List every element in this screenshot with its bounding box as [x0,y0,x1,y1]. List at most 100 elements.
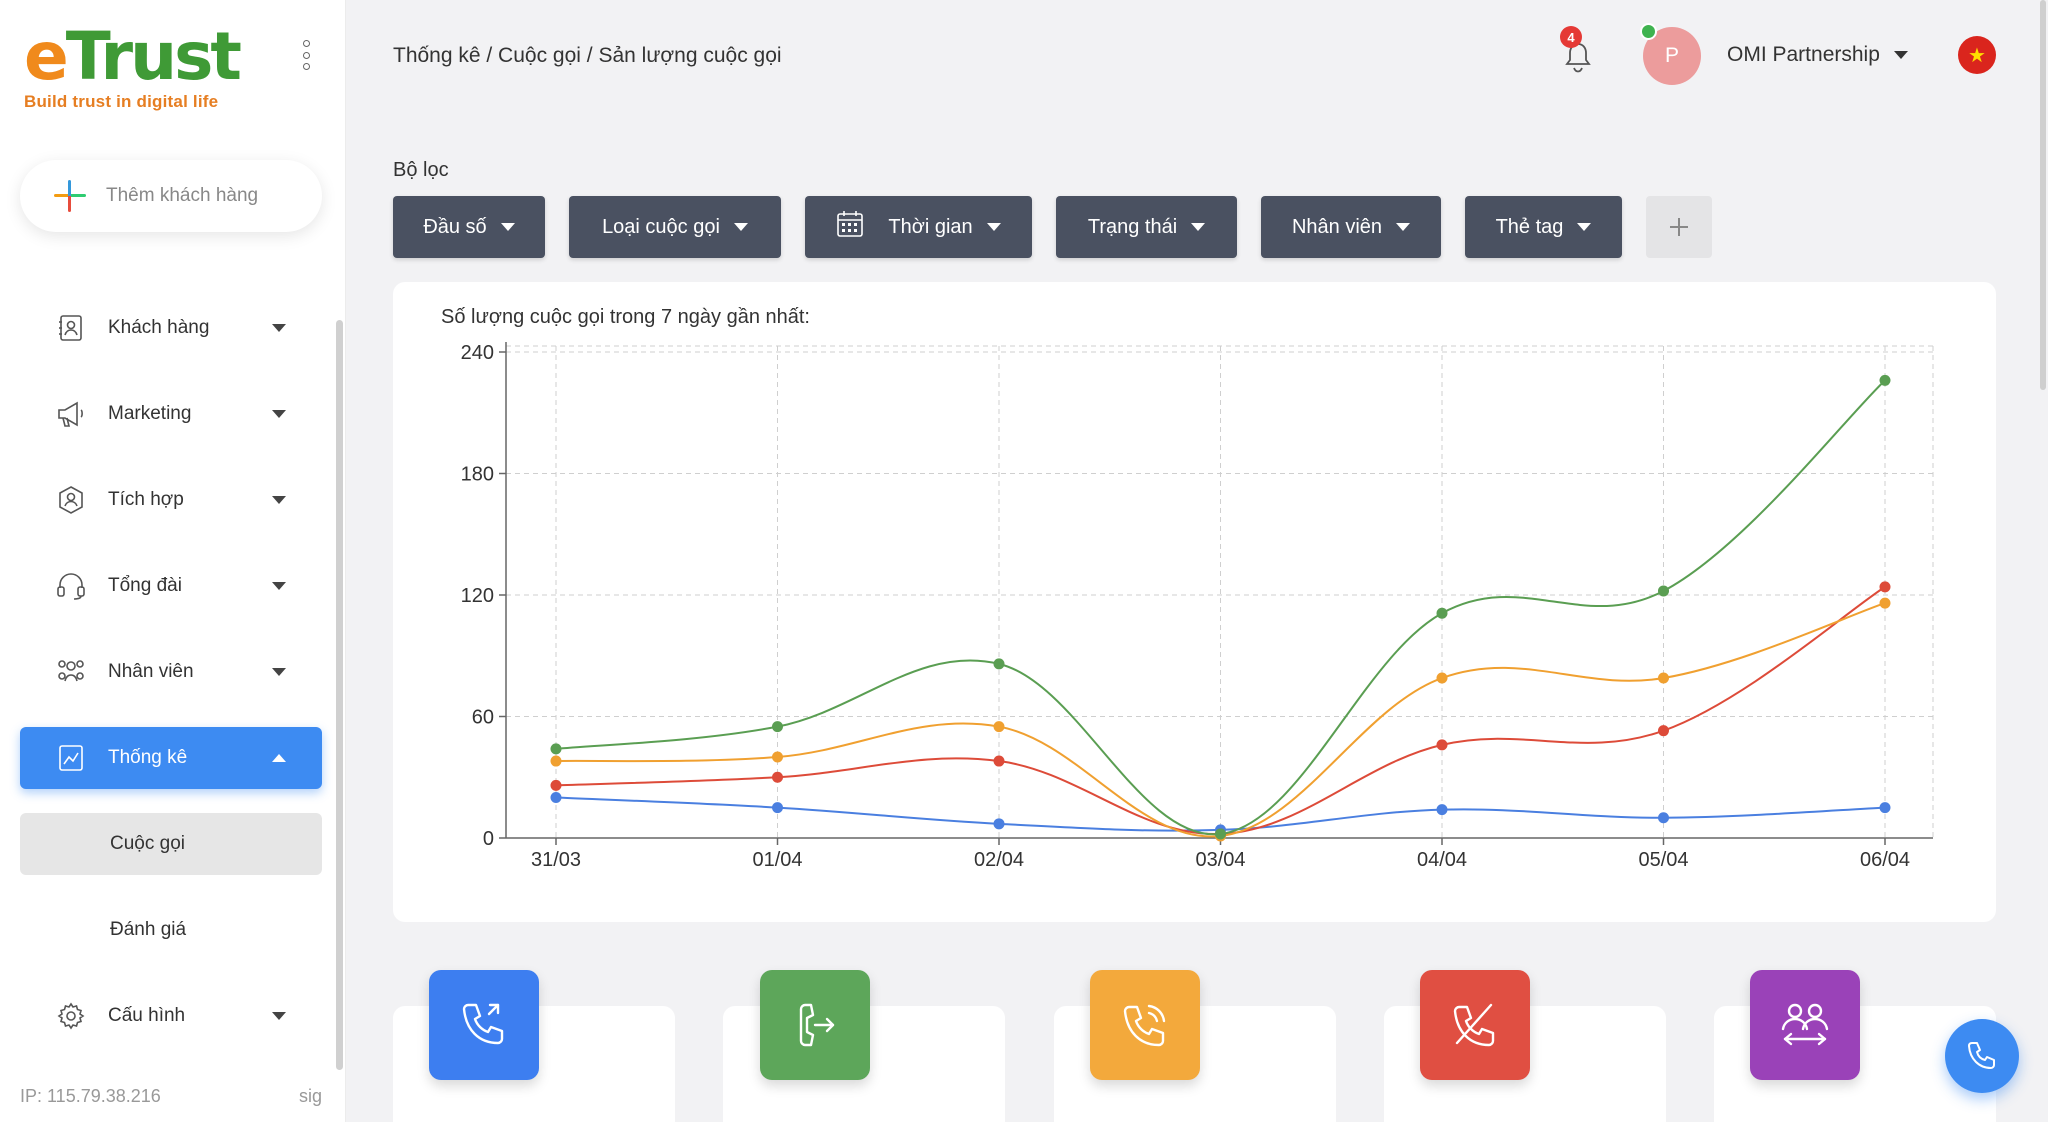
phone-icon [1968,1042,1995,1069]
page-scrollbar[interactable] [2040,0,2046,390]
add-customer-button[interactable]: Thêm khách hàng [20,160,322,232]
data-point [1879,374,1891,386]
data-point [1436,739,1448,751]
filter-time-button[interactable]: Thời gian [805,196,1032,258]
chevron-down-icon [986,223,1001,231]
team-icon [54,655,88,689]
data-point [550,743,562,755]
filter-call-type-button[interactable]: Loại cuộc gọi [569,196,781,258]
notification-badge: 4 [1560,26,1582,48]
data-point [772,751,783,763]
y-tick-label: 60 [472,707,494,729]
chevron-down-icon [272,324,286,332]
integration-icon [54,483,88,517]
plus-icon [54,180,86,212]
sidebar-subitem-label: Đánh giá [110,919,187,940]
sidebar-subitem-label: Cuộc gọi [110,833,185,854]
chevron-down-icon [272,582,286,590]
ip-footer: IP: 115.79.38.216 sig [20,1086,322,1107]
vietnam-flag-icon[interactable]: ★ [1958,36,1996,74]
chevron-down-icon [1893,51,1908,59]
data-point [550,792,562,803]
sidebar-item-marketing[interactable]: Marketing [20,383,322,445]
megaphone-icon [54,397,88,431]
floating-call-button[interactable] [1945,1019,2019,1093]
sidebar-item-label: Nhân viên [108,661,194,682]
user-menu[interactable]: OMI Partnership [1727,43,1908,67]
sig-label: sig [298,1086,322,1106]
transfer-call-icon[interactable] [1750,970,1860,1080]
sidebar-item-label: Khách hàng [108,317,210,338]
sidebar-item-switchboard[interactable]: Tổng đài [20,555,322,617]
filter-tag-button[interactable]: Thẻ tag [1465,196,1622,258]
chevron-down-icon [1577,223,1592,231]
data-point [1215,828,1226,840]
x-tick-label: 05/04 [1638,849,1688,871]
chevron-up-icon [272,754,286,762]
missed-call-icon[interactable] [1420,970,1530,1080]
filter-label: Loại cuộc gọi [602,215,720,238]
etrust-logo[interactable]: eTrust Build trust in digital life [24,24,242,112]
filter-label: Thẻ tag [1495,215,1564,238]
headset-icon [54,569,88,603]
chevron-down-icon [1396,223,1411,231]
filter-status-button[interactable]: Trạng thái [1056,196,1237,258]
filter-staff-button[interactable]: Nhân viên [1261,196,1441,258]
sidebar-item-settings[interactable]: Cấu hình [20,985,322,1047]
outgoing-call-icon[interactable] [760,970,870,1080]
sidebar-menu-kebab-icon[interactable] [298,40,314,70]
data-point [1658,725,1669,737]
y-tick-label: 180 [461,464,494,486]
data-point [993,721,1005,733]
x-tick-label: 01/04 [752,849,802,871]
x-tick-label: 06/04 [1860,849,1910,871]
add-filter-button[interactable] [1646,196,1712,258]
ringing-call-icon[interactable] [1090,970,1200,1080]
sidebar-item-statistics[interactable]: Thống kê [20,727,322,789]
y-tick-label: 120 [461,585,494,607]
sidebar-subitem-ratings[interactable]: Đánh giá [20,899,322,961]
chart-icon [54,741,88,775]
data-point [993,755,1005,767]
filter-label: Thời gian [888,215,973,238]
filter-label: Trạng thái [1087,215,1178,238]
y-tick-label: 240 [461,342,494,364]
chevron-down-icon [500,223,515,231]
filter-prefix-button[interactable]: Đầu số [393,196,545,258]
avatar-initial: P [1664,44,1679,67]
sidebar-item-label: Tích hợp [108,489,184,510]
ip-address: IP: 115.79.38.216 [20,1086,161,1106]
data-point [1436,672,1448,684]
data-point [1658,585,1669,597]
filter-label: Đầu số [423,215,487,238]
filter-title: Bộ lọc [393,159,449,181]
sidebar-subitem-calls[interactable]: Cuộc gọi [20,813,322,875]
logo-tagline: Build trust in digital life [24,92,219,111]
flag-star: ★ [1968,44,1986,67]
x-tick-label: 04/04 [1417,849,1467,871]
logo-letter-e: e [24,18,69,95]
incoming-call-icon[interactable] [429,970,539,1080]
chevron-down-icon [272,496,286,504]
sidebar-item-customers[interactable]: Khách hàng [20,297,322,359]
sidebar-item-label: Thống kê [108,747,188,768]
sidebar-item-label: Marketing [108,403,192,424]
data-point [1879,581,1891,593]
y-tick-label: 0 [483,828,494,850]
data-point [1436,607,1448,619]
data-point [1879,802,1891,814]
data-point [1436,804,1448,816]
x-tick-label: 02/04 [974,849,1024,871]
sidebar-item-staff[interactable]: Nhân viên [20,641,322,703]
chevron-down-icon [272,410,286,418]
sidebar-item-integration[interactable]: Tích hợp [20,469,322,531]
chevron-down-icon [272,668,286,676]
sidebar-scrollbar[interactable] [336,320,343,1070]
sidebar: eTrust Build trust in digital life Thêm … [0,0,346,1122]
data-point [1879,597,1891,609]
data-point [1658,812,1669,824]
sidebar-item-label: Tổng đài [108,575,182,596]
gear-icon [54,999,88,1033]
chevron-down-icon [1191,223,1206,231]
logo-word-trust: Trust [65,18,242,95]
